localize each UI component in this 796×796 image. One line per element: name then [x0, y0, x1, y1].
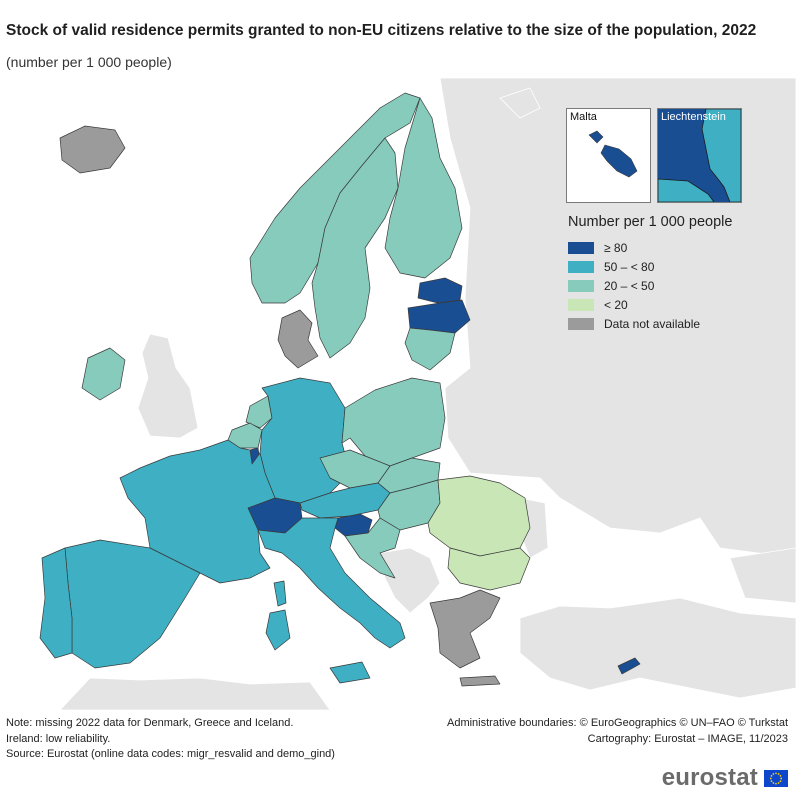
- inset-liechtenstein-label: Liechtenstein: [661, 111, 726, 123]
- country-sweden: [311, 137, 399, 359]
- legend-label: < 20: [604, 297, 628, 312]
- country-italy: [257, 517, 406, 649]
- footnote-left: Note: missing 2022 data for Denmark, Gre…: [6, 716, 335, 763]
- legend-swatch: [568, 298, 594, 311]
- inset-malta-label: Malta: [570, 111, 597, 123]
- legend-label: ≥ 80: [604, 240, 628, 255]
- note-line: Note: missing 2022 data for Denmark, Gre…: [6, 717, 294, 729]
- balkans-west: [379, 547, 441, 614]
- legend-swatch: [568, 279, 594, 292]
- eu-star: [769, 777, 772, 779]
- country-sardinia: [265, 609, 291, 651]
- eu-star: [779, 779, 782, 782]
- eu-flag-icon: [764, 769, 788, 787]
- source-line: Source: Eurostat (online data codes: mig…: [6, 748, 335, 760]
- country-crete: [459, 675, 501, 687]
- country-cyprus: [617, 657, 641, 675]
- eu-star: [775, 782, 777, 785]
- note-line: Ireland: low reliability.: [6, 732, 111, 745]
- country-finland: [384, 97, 463, 279]
- eu-star: [777, 772, 780, 775]
- legend-swatch: [568, 260, 594, 273]
- country-poland: [341, 377, 446, 467]
- eurostat-logo: eurostat: [662, 764, 788, 792]
- map-legend: Number per 1 000 people ≥ 80 50 – < 80 2…: [568, 214, 732, 333]
- map-title: Stock of valid residence permits granted…: [6, 22, 757, 39]
- legend-title: Number per 1 000 people: [568, 214, 733, 230]
- inset-malta: Malta: [566, 108, 651, 203]
- country-corsica: [273, 580, 287, 607]
- eu-star: [772, 781, 775, 784]
- legend-item: ≥ 80: [568, 238, 732, 257]
- uk: [137, 333, 199, 439]
- country-greece: [429, 589, 501, 669]
- eu-star: [775, 771, 777, 774]
- eu-star: [777, 781, 780, 784]
- country-iceland: [59, 125, 126, 174]
- choropleth-map: Malta Liechtenstein: [0, 78, 796, 710]
- legend-label: 20 – < 50: [604, 278, 655, 293]
- logo-wordmark: eurostat: [661, 764, 758, 791]
- country-bulgaria: [447, 547, 531, 591]
- country-netherlands: [245, 395, 273, 429]
- cartography-credit: Cartography: Eurostat – IMAGE, 11/2023: [587, 732, 788, 745]
- legend-item: Data not available: [568, 314, 732, 333]
- inset-liechtenstein: Liechtenstein: [657, 108, 742, 203]
- country-croatia: [344, 517, 401, 579]
- footnote-right: Administrative boundaries: © EuroGeograp…: [447, 716, 788, 747]
- legend-label: Data not available: [604, 316, 701, 331]
- country-portugal: [39, 547, 73, 659]
- country-sicily: [329, 661, 371, 684]
- inset-malta-map: [588, 130, 638, 178]
- legend-swatch: [568, 317, 594, 330]
- country-denmark: [277, 309, 319, 369]
- caucasus: [729, 547, 796, 604]
- north-africa: [59, 677, 331, 710]
- legend-item: 50 – < 80: [568, 257, 732, 276]
- country-germany: [259, 377, 351, 504]
- eu-star: [779, 774, 782, 777]
- eu-star: [772, 772, 775, 775]
- turkey: [519, 597, 796, 699]
- country-slovenia: [334, 513, 373, 537]
- legend-swatch: [568, 241, 594, 254]
- legend-label: 50 – < 80: [604, 259, 655, 274]
- map-subtitle: (number per 1 000 people): [6, 54, 172, 70]
- eu-star: [780, 777, 783, 779]
- eu-star: [770, 779, 773, 782]
- inset-liechtenstein-map: [658, 109, 741, 202]
- boundaries-credit: Administrative boundaries: © EuroGeograp…: [446, 717, 788, 729]
- eu-star: [770, 774, 773, 777]
- svalbard-ish: [499, 87, 541, 119]
- country-lithuania: [404, 327, 456, 371]
- countries: [39, 92, 641, 687]
- legend-item: < 20: [568, 295, 732, 314]
- legend-item: 20 – < 50: [568, 276, 732, 295]
- country-ireland: [81, 347, 126, 401]
